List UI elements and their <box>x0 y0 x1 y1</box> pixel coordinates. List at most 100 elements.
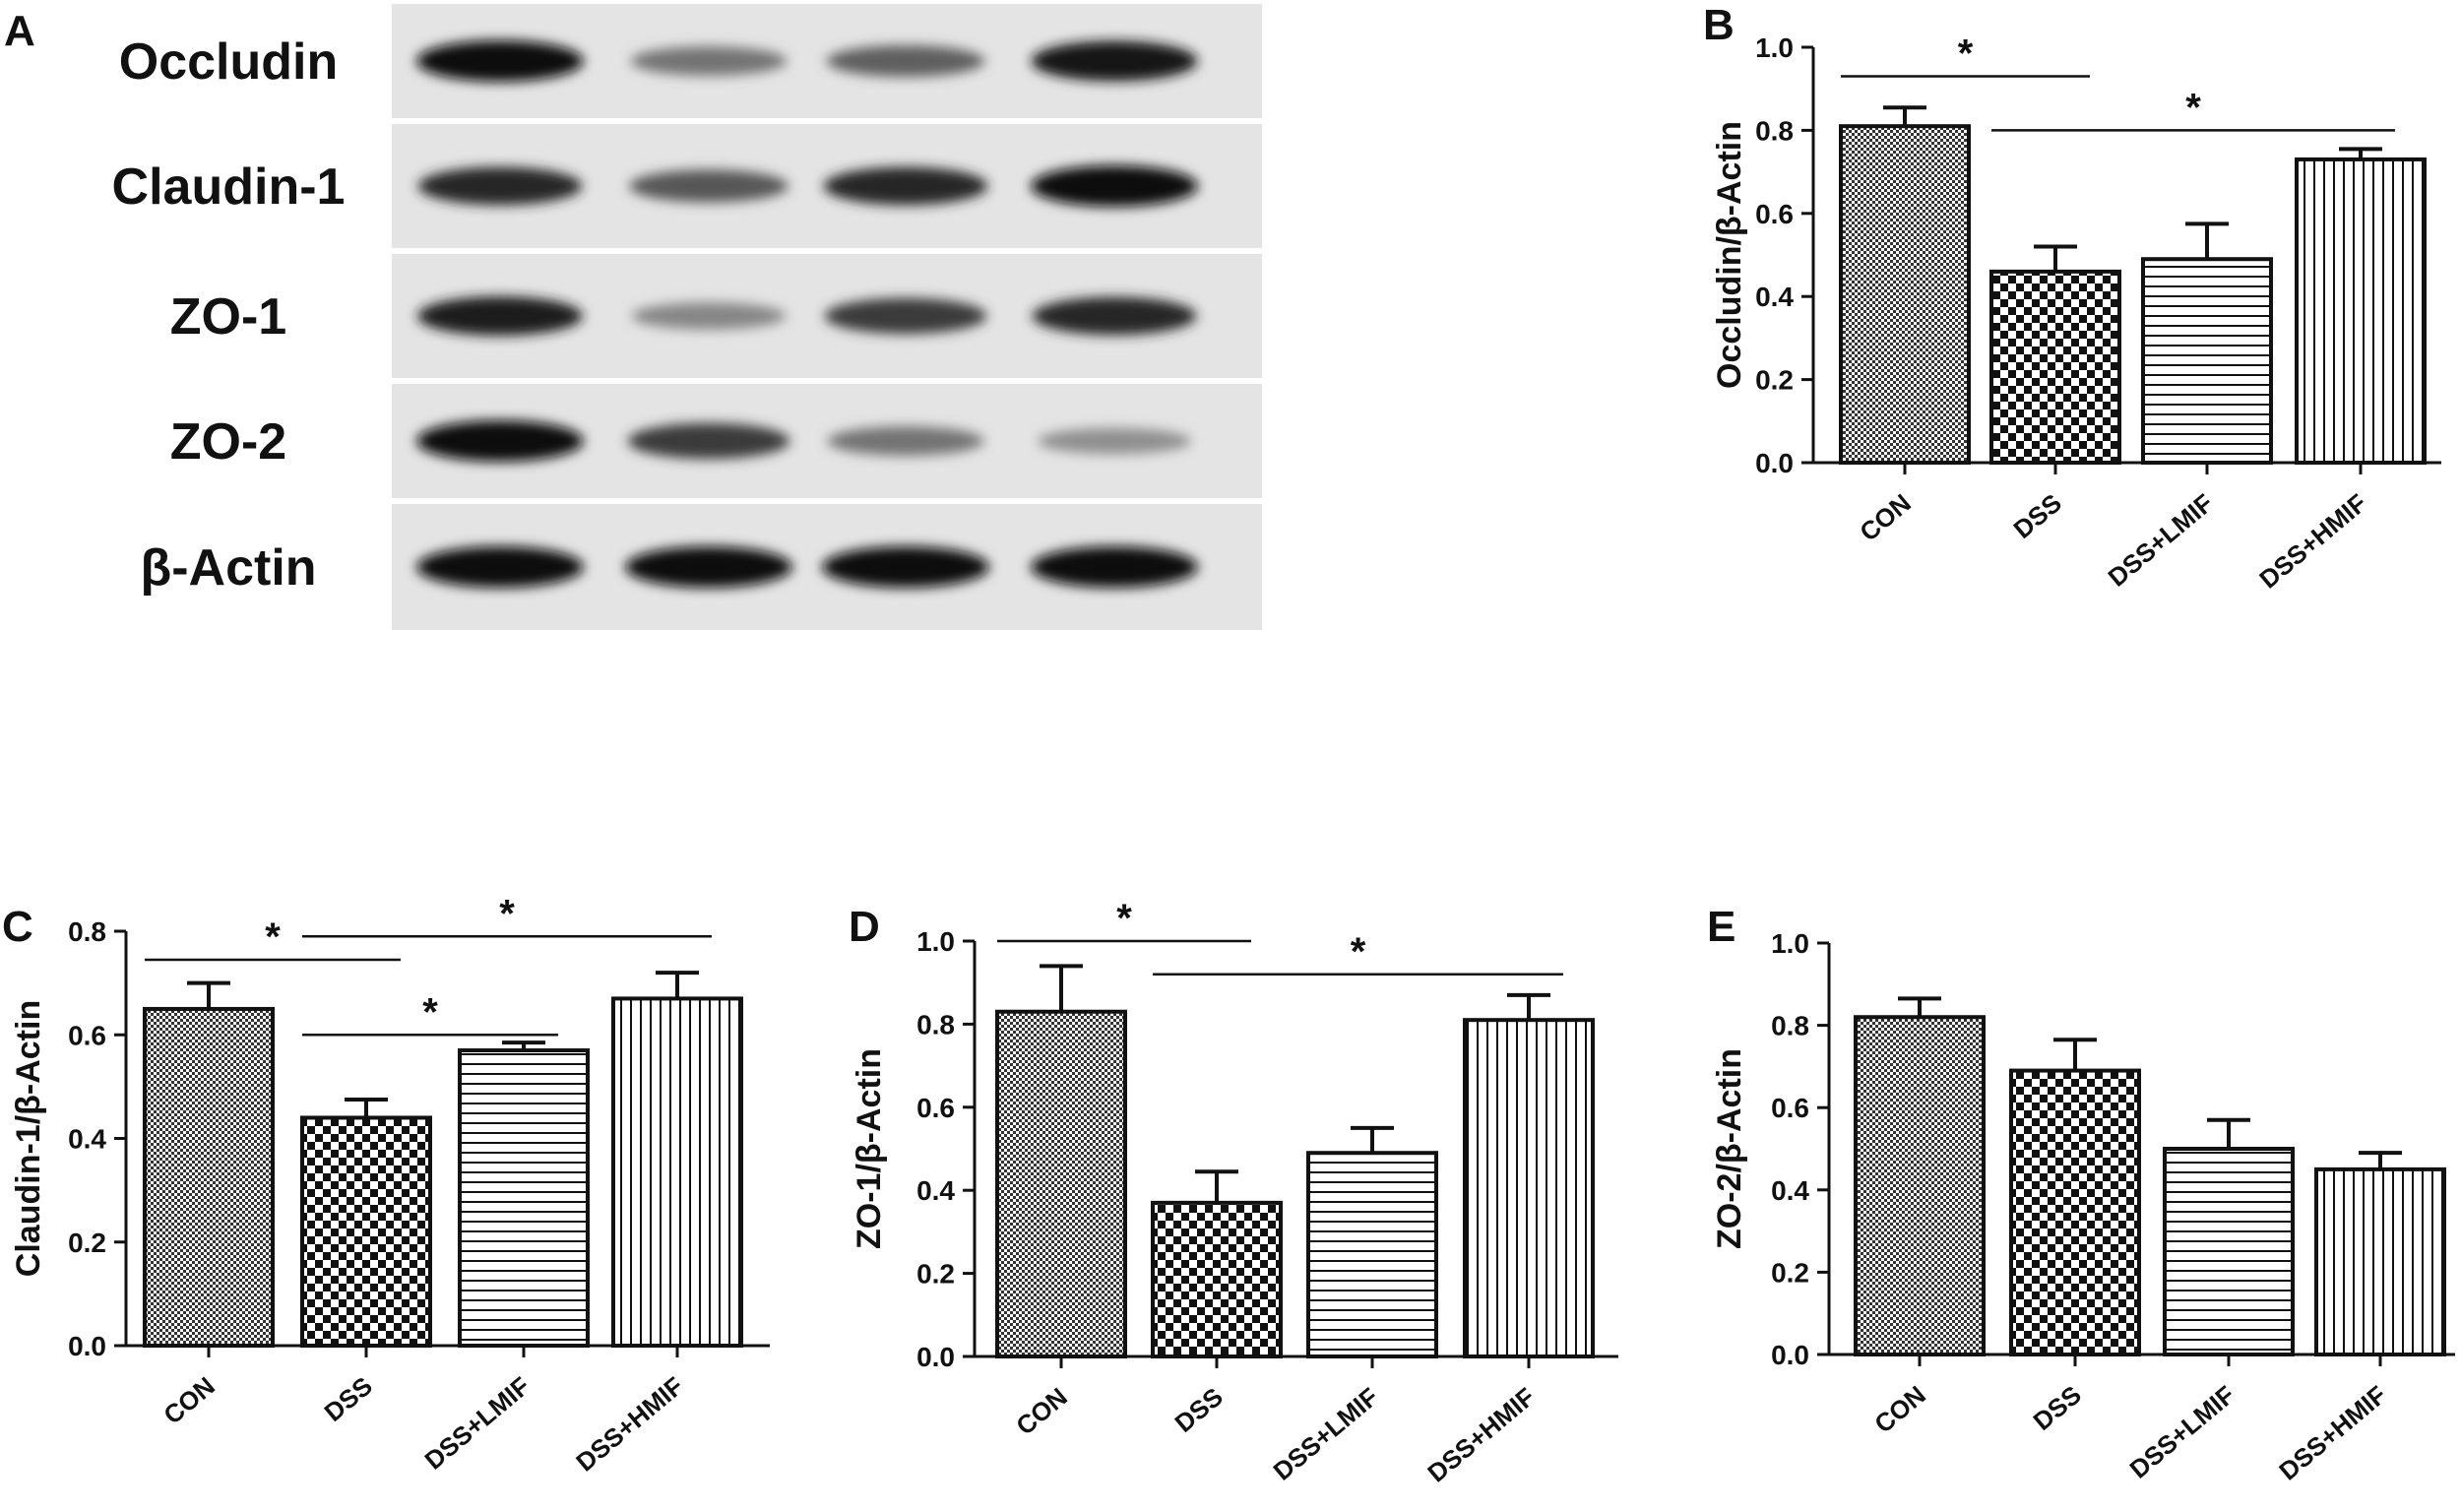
y-tick-label: 0.6 <box>1771 1093 1809 1123</box>
significance-star: * <box>422 990 438 1034</box>
panel-label: E <box>1707 903 1735 951</box>
y-tick-label: 0.6 <box>916 1093 955 1123</box>
blot-row-label: Claudin-1 <box>112 158 346 216</box>
blot-band <box>416 40 584 82</box>
y-axis-label: Occludin/β-Actin <box>1711 121 1748 389</box>
blot-band <box>822 546 989 588</box>
blot-row-label: ZO-1 <box>170 288 286 346</box>
y-tick-label: 0.8 <box>916 1009 955 1040</box>
blot-band <box>827 426 984 456</box>
blot-row-label: Occludin <box>119 33 338 91</box>
y-tick-label: 0.0 <box>1755 448 1794 478</box>
chart-panel-e: E 0.0 0.2 0.4 0.6 0.8 1.0 ZO-2/β-Actin CON DSS DSS… <box>1707 903 2455 1486</box>
blot-band <box>1038 427 1191 455</box>
x-tick-label: DSS+LMIF <box>1268 1382 1384 1486</box>
blot-row: ZO-1 <box>170 254 1262 378</box>
y-tick-label: 1.0 <box>1771 928 1809 959</box>
y-tick-label: 0.6 <box>68 1020 106 1050</box>
blot-row: ZO-2 <box>170 384 1262 498</box>
blot-band <box>629 169 789 203</box>
x-tick-label: DSS <box>2008 488 2067 544</box>
blot-band <box>416 420 584 462</box>
y-tick-label: 0.0 <box>1771 1340 1809 1370</box>
blot-band <box>627 422 790 460</box>
bar <box>300 1115 432 1348</box>
blot-band <box>824 297 987 335</box>
bar <box>2295 157 2427 465</box>
panel-label: C <box>2 903 33 951</box>
y-tick-label: 0.4 <box>1771 1175 1809 1206</box>
panel-label: D <box>849 903 880 951</box>
y-tick-label: 1.0 <box>1755 32 1794 63</box>
y-axis-label: Claudin-1/β-Actin <box>10 1000 47 1277</box>
x-tick-label: CON <box>1010 1382 1073 1441</box>
y-tick-label: 1.0 <box>916 926 955 957</box>
y-tick-label: 0.4 <box>1755 282 1794 312</box>
y-tick-label: 0.4 <box>68 1124 106 1155</box>
bar <box>1854 1015 1986 1356</box>
blot-band <box>1031 546 1198 588</box>
bar <box>1839 124 1971 465</box>
bar <box>1989 269 2121 465</box>
x-tick-label: DSS <box>319 1371 378 1427</box>
x-tick-label: CON <box>1854 488 1917 547</box>
blot-band <box>631 302 787 330</box>
significance-star: * <box>265 915 281 959</box>
y-tick-label: 0.6 <box>1755 199 1794 229</box>
bar <box>1306 1151 1438 1358</box>
x-tick-label: DSS <box>2028 1380 2087 1436</box>
y-axis-label: ZO-2/β-Actin <box>1711 1048 1748 1249</box>
y-tick-label: 0.0 <box>916 1342 955 1372</box>
blot-row-label: β-Actin <box>140 539 316 597</box>
bar <box>611 996 743 1348</box>
panel-label-a: A <box>4 7 35 55</box>
bar <box>2009 1068 2141 1356</box>
x-tick-label: CON <box>1868 1380 1931 1439</box>
blot-band <box>1031 40 1198 82</box>
x-tick-label: DSS+HMIF <box>1421 1382 1541 1488</box>
significance-star: * <box>2185 86 2201 129</box>
x-tick-label: DSS+LMIF <box>2124 1380 2240 1484</box>
bar <box>1151 1200 1283 1358</box>
y-tick-label: 0.4 <box>916 1175 955 1206</box>
panel-label: B <box>1703 1 1735 49</box>
x-tick-label: DSS <box>1169 1382 1229 1438</box>
blot-rows: Occludin Claudin-1 ZO-1 ZO-2 β-Actin <box>112 4 1262 630</box>
chart-panel-c: C 0.0 0.2 0.4 0.6 0.8 Claudin-1/β-Actin CON DSS D… <box>2 892 770 1478</box>
significance-star: * <box>1351 930 1366 974</box>
blot-band <box>417 296 583 336</box>
y-tick-label: 0.2 <box>1755 365 1794 396</box>
y-tick-label: 0.2 <box>68 1228 106 1258</box>
blot-band <box>1032 296 1197 336</box>
blot-band <box>630 46 788 76</box>
x-tick-label: DSS+LMIF <box>2103 488 2219 593</box>
bar <box>2163 1147 2295 1356</box>
blot-row: Claudin-1 <box>112 124 1262 248</box>
chart-panel-b: B 0.0 0.2 0.4 0.6 0.8 1.0 Occludin/β-Actin CON DS… <box>1703 1 2441 595</box>
blot-row: Occludin <box>119 4 1262 118</box>
significance-star: * <box>1958 32 1974 76</box>
bar <box>2141 257 2273 465</box>
blot-band <box>1031 165 1198 207</box>
x-tick-label: CON <box>158 1371 221 1430</box>
y-tick-label: 0.2 <box>1771 1257 1809 1288</box>
bar <box>995 1009 1127 1358</box>
chart-panel-d: D 0.0 0.2 0.4 0.6 0.8 1.0 ZO-1/β-Actin CON DSS DSS… <box>849 897 1618 1488</box>
blot-band <box>826 44 985 78</box>
bar <box>143 1006 275 1348</box>
y-tick-label: 0.0 <box>68 1331 106 1361</box>
blot-row-label: ZO-2 <box>170 413 286 471</box>
bar <box>2314 1166 2446 1357</box>
bar <box>1463 1018 1595 1359</box>
significance-star: * <box>499 892 515 935</box>
y-tick-label: 0.2 <box>916 1259 955 1290</box>
x-tick-label: DSS+LMIF <box>419 1371 536 1476</box>
y-axis-label: ZO-1/β-Actin <box>851 1048 888 1249</box>
blot-band <box>823 166 988 206</box>
x-tick-label: DSS+HMIF <box>570 1371 689 1478</box>
y-tick-label: 0.8 <box>1755 115 1794 146</box>
blot-band <box>625 546 792 588</box>
blot-band <box>416 546 584 588</box>
